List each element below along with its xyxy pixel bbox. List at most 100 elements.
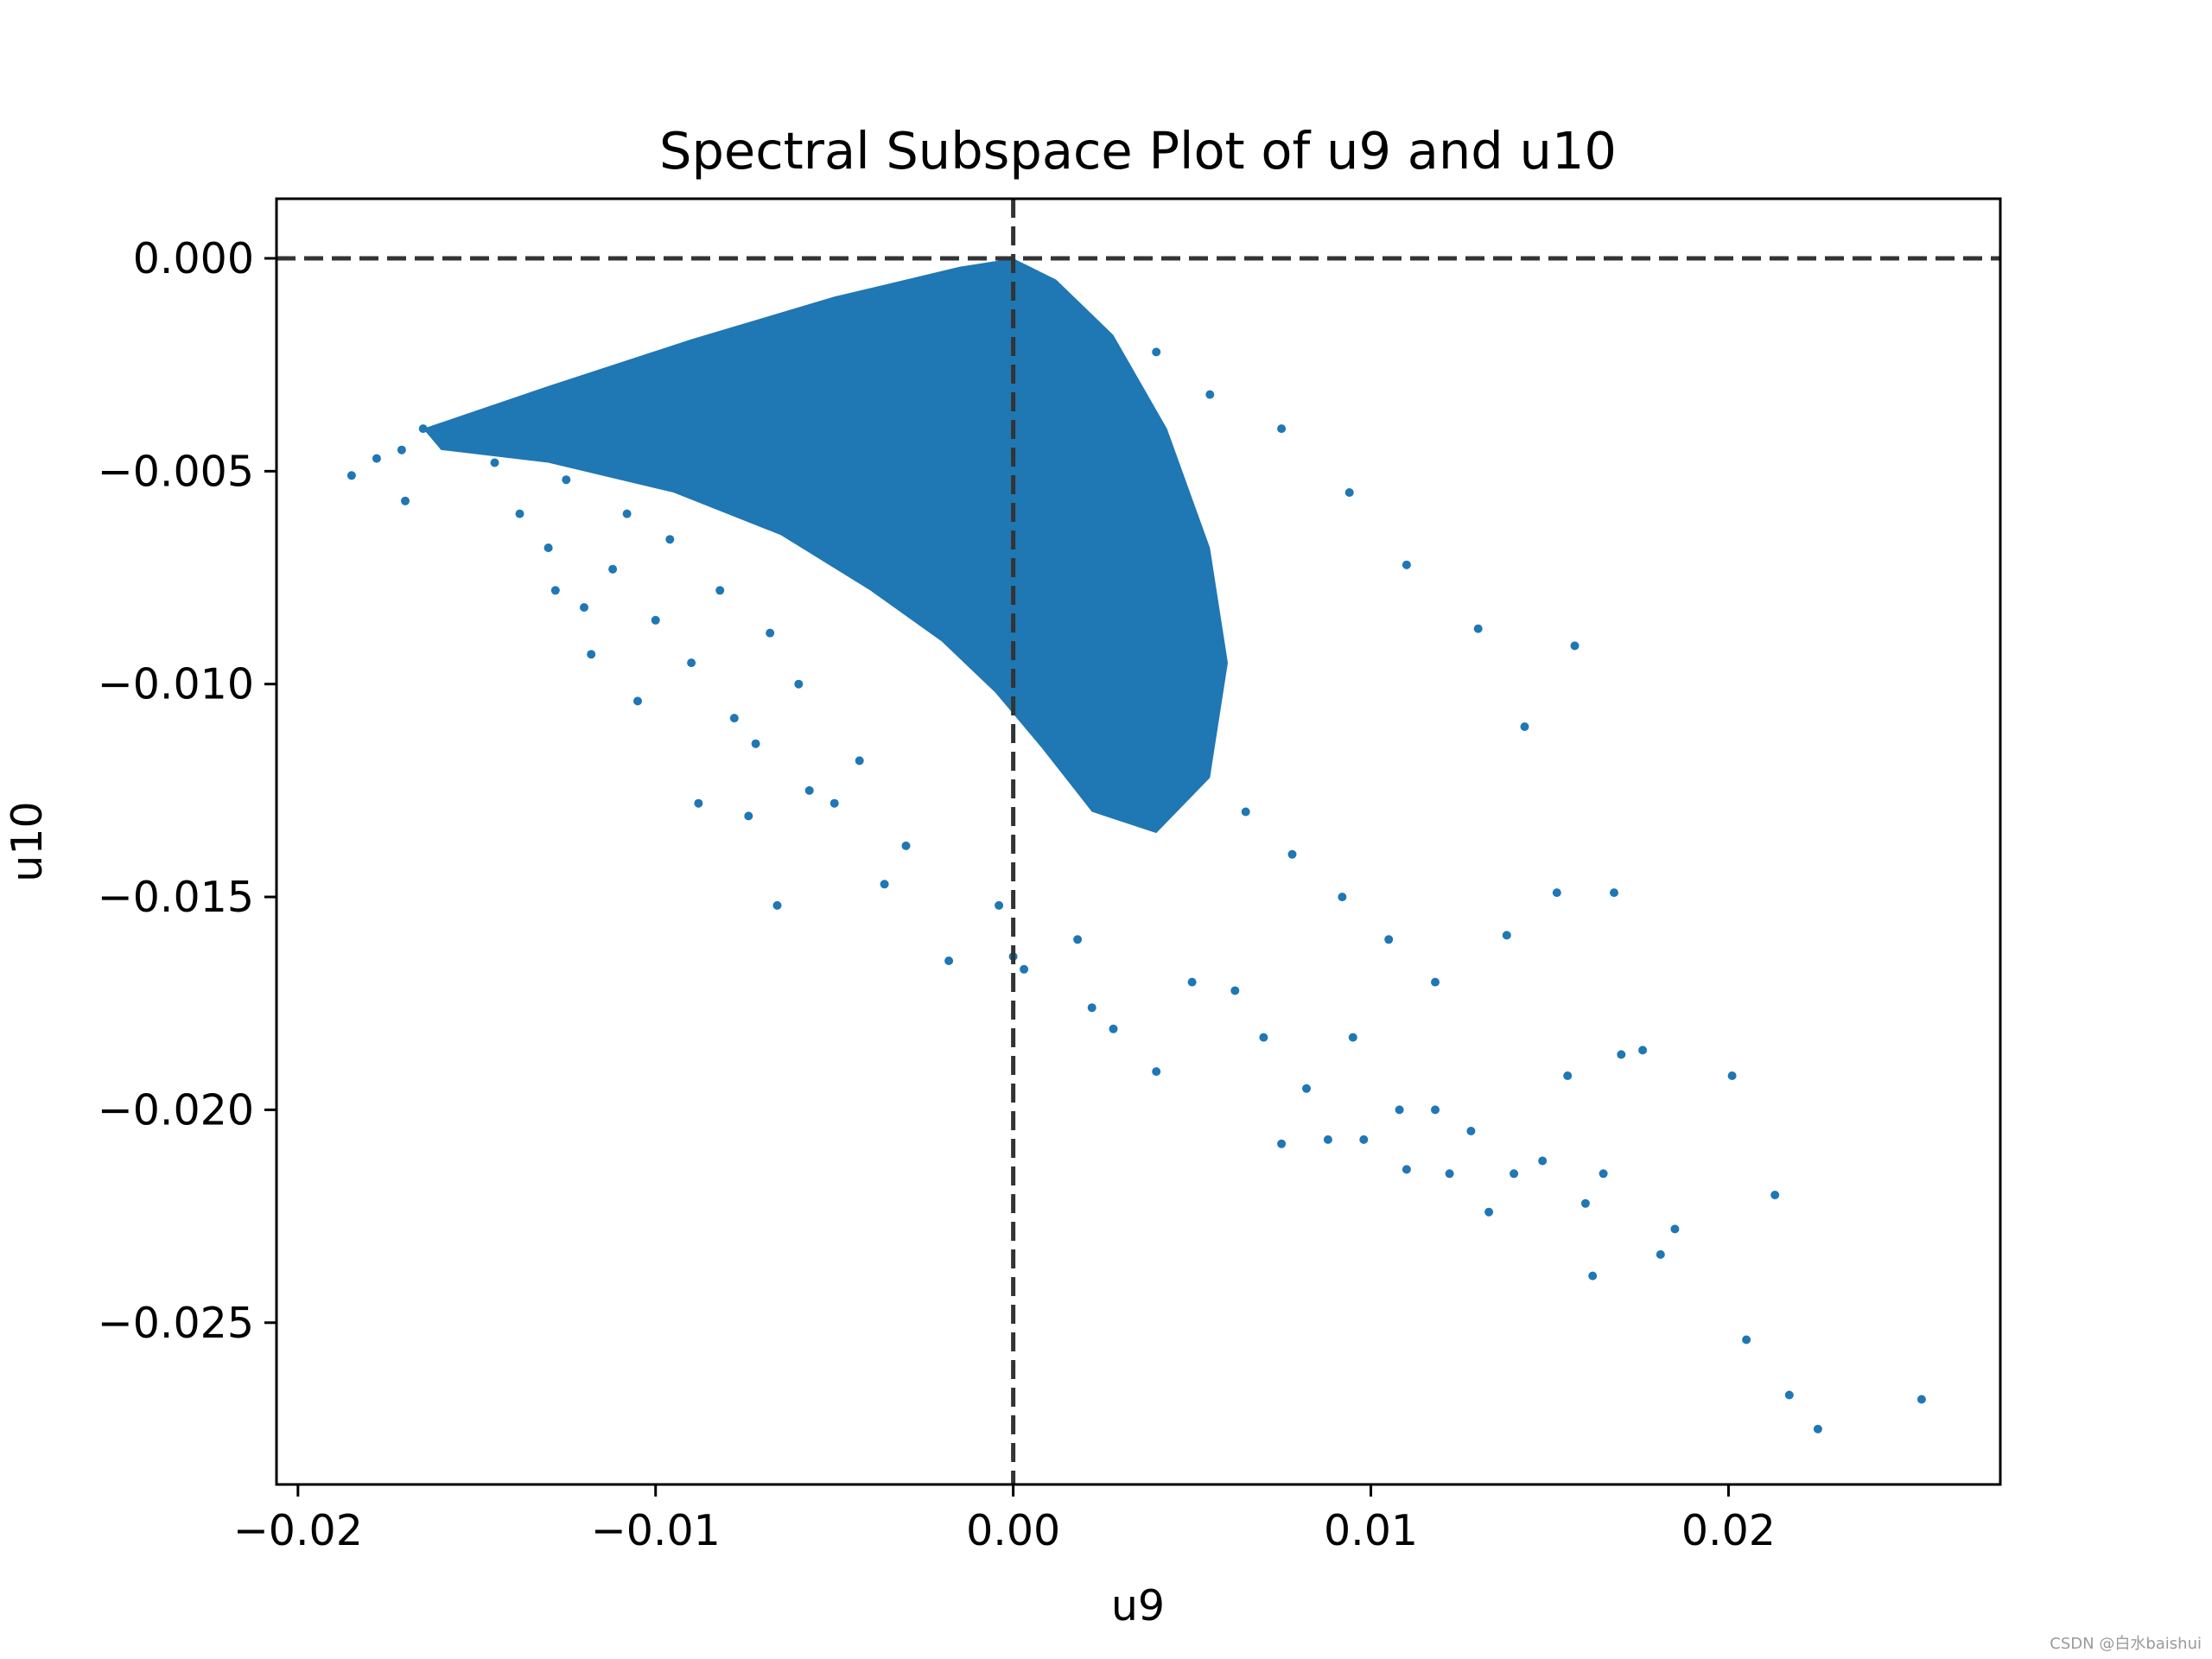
scatter-point [1617, 1050, 1626, 1059]
scatter-point [1466, 1127, 1476, 1135]
scatter-point [1742, 1335, 1751, 1344]
scatter-point [1277, 1139, 1287, 1148]
scatter-point [1205, 390, 1215, 399]
y-axis-title: u10 [3, 801, 52, 881]
scatter-point [1241, 807, 1250, 817]
scatter-point [1338, 893, 1347, 902]
scatter-point [1187, 977, 1197, 987]
scatter-point [1395, 1105, 1404, 1115]
scatter-point [694, 798, 703, 808]
scatter-point [944, 957, 954, 965]
scatter-point [1538, 1156, 1548, 1166]
scatter-point [804, 785, 814, 795]
data-points [346, 258, 1926, 1433]
scatter-point [1727, 1071, 1737, 1080]
x-tick-label: 0.01 [1324, 1506, 1418, 1555]
scatter-point [1638, 1046, 1648, 1055]
scatter-point [794, 679, 804, 689]
scatter-point [580, 603, 588, 612]
x-tick-label: −0.01 [591, 1506, 721, 1555]
scatter-point [1656, 1249, 1665, 1259]
y-tick-label: −0.010 [98, 660, 254, 709]
x-axis-title: u9 [1111, 1581, 1165, 1630]
scatter-point [1563, 1071, 1573, 1080]
scatter-point [472, 420, 481, 429]
scatter-point [622, 509, 632, 518]
scatter-point [901, 841, 911, 850]
scatter-point [1570, 641, 1580, 651]
scatter-point [1916, 1395, 1926, 1404]
scatter-point [1473, 624, 1483, 633]
scatter-point [633, 696, 642, 706]
scatter-point [766, 628, 775, 638]
x-tick-label: 0.00 [966, 1506, 1060, 1555]
scatter-point [562, 475, 571, 485]
chart-title: Spectral Subspace Plot of u9 and u10 [659, 121, 1617, 181]
y-tick-label: 0.000 [133, 234, 254, 283]
y-tick-label: −0.015 [98, 873, 254, 922]
plot-frame [275, 197, 2002, 1486]
scatter-point [1230, 986, 1240, 995]
scatter-point [1520, 722, 1529, 731]
scatter-point [665, 535, 675, 544]
scatter-point [1087, 1003, 1096, 1013]
scatter-point [401, 496, 410, 505]
scatter-point [1599, 1169, 1608, 1179]
scatter-point [1402, 1165, 1411, 1174]
scatter-point [1445, 1169, 1454, 1179]
scatter-point [772, 900, 782, 910]
x-tick-label: −0.02 [233, 1506, 363, 1555]
scatter-point [608, 564, 618, 574]
y-tick-label: −0.020 [98, 1085, 254, 1135]
scatter-point [1259, 1033, 1268, 1042]
scatter-point [1359, 1135, 1369, 1144]
scatter-point [1348, 1033, 1357, 1042]
scatter-point [687, 658, 696, 668]
scatter-point [1580, 1198, 1590, 1208]
scatter-point [1109, 1024, 1118, 1033]
scatter-point [1813, 1424, 1822, 1433]
scatter-point [1484, 1207, 1494, 1217]
scatter-point [1323, 1135, 1332, 1144]
reference-lines [276, 199, 2000, 1484]
scatter-point [1610, 888, 1618, 898]
scatter-point [1020, 964, 1029, 974]
x-axis-ticks: −0.02 −0.01 0.00 0.01 0.02 [233, 1484, 1776, 1555]
scatter-point [1187, 765, 1197, 774]
dense-point-cloud [423, 258, 1228, 834]
scatter-point [490, 458, 499, 467]
scatter-point [1552, 888, 1561, 898]
scatter-point [855, 756, 864, 766]
scatter-point [880, 880, 889, 889]
y-tick-label: −0.005 [98, 447, 254, 496]
scatter-point [1152, 347, 1161, 357]
scatter-point [751, 739, 760, 748]
scatter-point [1588, 1271, 1598, 1281]
watermark-text: CSDN @白水baishui [2050, 1635, 2202, 1653]
scatter-point [1073, 935, 1083, 944]
scatter-point [651, 615, 660, 625]
scatter-point [443, 436, 453, 446]
x-tick-label: 0.02 [1681, 1506, 1776, 1555]
scatter-point [543, 543, 553, 552]
y-axis-ticks: 0.000 −0.005 −0.010 −0.015 −0.020 −0.025 [98, 234, 276, 1348]
scatter-point [1302, 1084, 1311, 1093]
scatter-point [515, 509, 524, 518]
scatter-point [1152, 1067, 1161, 1077]
scatter-point [1670, 1224, 1680, 1234]
scatter-point [729, 714, 739, 723]
scatter-point [744, 811, 753, 821]
scatter-point [1287, 849, 1297, 859]
scatter-point [1502, 931, 1511, 940]
scatter-point [1384, 935, 1394, 944]
scatter-point [715, 586, 725, 595]
scatter-point [1431, 1105, 1440, 1115]
scatter-point [397, 445, 406, 454]
scatter-point [1402, 560, 1411, 569]
scatter-point [830, 798, 839, 808]
scatter-point [1344, 488, 1354, 497]
y-tick-label: −0.025 [98, 1299, 254, 1348]
scatter-point [1784, 1390, 1794, 1400]
scatter-point [418, 424, 428, 434]
